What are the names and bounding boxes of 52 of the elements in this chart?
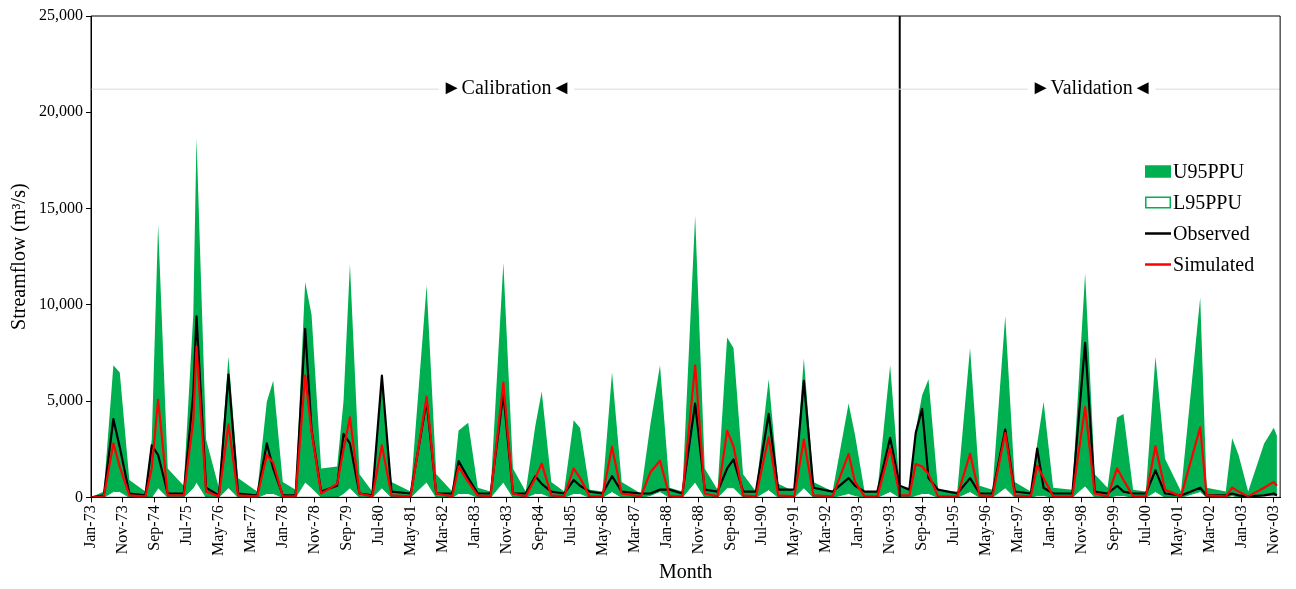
x-tick-label: Sep-99 (1104, 505, 1123, 551)
x-tick-label: Sep-89 (720, 505, 739, 551)
x-tick-label: May-81 (400, 505, 419, 556)
x-tick-label: Mar-97 (1008, 505, 1026, 554)
legend-label: L95PPU (1173, 190, 1243, 213)
x-tick-label: Nov-93 (880, 505, 898, 555)
x-tick-label: Nov-98 (1072, 505, 1090, 555)
legend-label: Observed (1173, 221, 1250, 244)
y-tick-label: 15,000 (39, 198, 83, 216)
x-tick-label: Jan-88 (656, 505, 674, 548)
x-tick-label: Jan-93 (848, 505, 866, 548)
x-tick-label: Sep-84 (528, 505, 547, 551)
x-tick-label: Nov-03 (1263, 505, 1281, 555)
y-tick-label: 0 (75, 487, 83, 505)
x-tick-label: Jul-90 (752, 505, 770, 546)
x-tick-label: Nov-88 (688, 505, 706, 555)
x-tick-label: Sep-79 (336, 505, 355, 551)
x-tick-label: Mar-82 (432, 505, 450, 554)
x-axis-title: Month (658, 560, 713, 583)
legend-label: Simulated (1173, 252, 1255, 275)
x-tick-label: Nov-73 (113, 505, 131, 555)
x-tick-label: Jan-03 (1231, 505, 1249, 548)
legend-label: U95PPU (1173, 159, 1245, 182)
annotation: ►Validation◄ (1030, 76, 1153, 99)
x-tick-label: Jul-95 (944, 505, 962, 546)
x-tick-label: Jul-00 (1136, 505, 1154, 546)
x-tick-label: Jul-80 (368, 505, 386, 546)
y-tick-label: 5,000 (47, 391, 83, 409)
y-axis-title: Streamflow (m³/s) (7, 183, 31, 330)
y-tick-label: 20,000 (39, 102, 83, 120)
x-tick-label: Nov-83 (496, 505, 514, 555)
x-tick-label: May-86 (592, 505, 611, 556)
x-tick-label: Jul-85 (560, 505, 578, 546)
x-tick-label: Sep-94 (912, 505, 931, 551)
x-tick-label: Mar-02 (1200, 505, 1218, 554)
x-tick-label: Jan-83 (464, 505, 482, 548)
x-tick-label: Jan-98 (1040, 505, 1058, 548)
x-tick-label: May-76 (209, 505, 228, 556)
annotation: ►Calibration◄ (441, 76, 572, 99)
y-tick-label: 10,000 (39, 295, 83, 313)
x-tick-label: Jan-78 (273, 505, 290, 548)
x-tick-label: Nov-78 (304, 505, 322, 555)
x-tick-label: May-01 (1168, 505, 1187, 556)
x-tick-label: Jan-73 (81, 505, 99, 548)
x-tick-label: Mar-87 (624, 505, 642, 554)
x-tick-label: Mar-77 (241, 505, 259, 554)
x-tick-label: Jul-75 (177, 505, 195, 546)
x-tick-label: Sep-74 (145, 505, 164, 551)
x-tick-label: May-91 (784, 505, 803, 556)
x-tick-label: May-96 (976, 505, 995, 556)
x-tick-label: Mar-92 (816, 505, 834, 554)
y-tick-label: 25,000 (39, 6, 83, 24)
